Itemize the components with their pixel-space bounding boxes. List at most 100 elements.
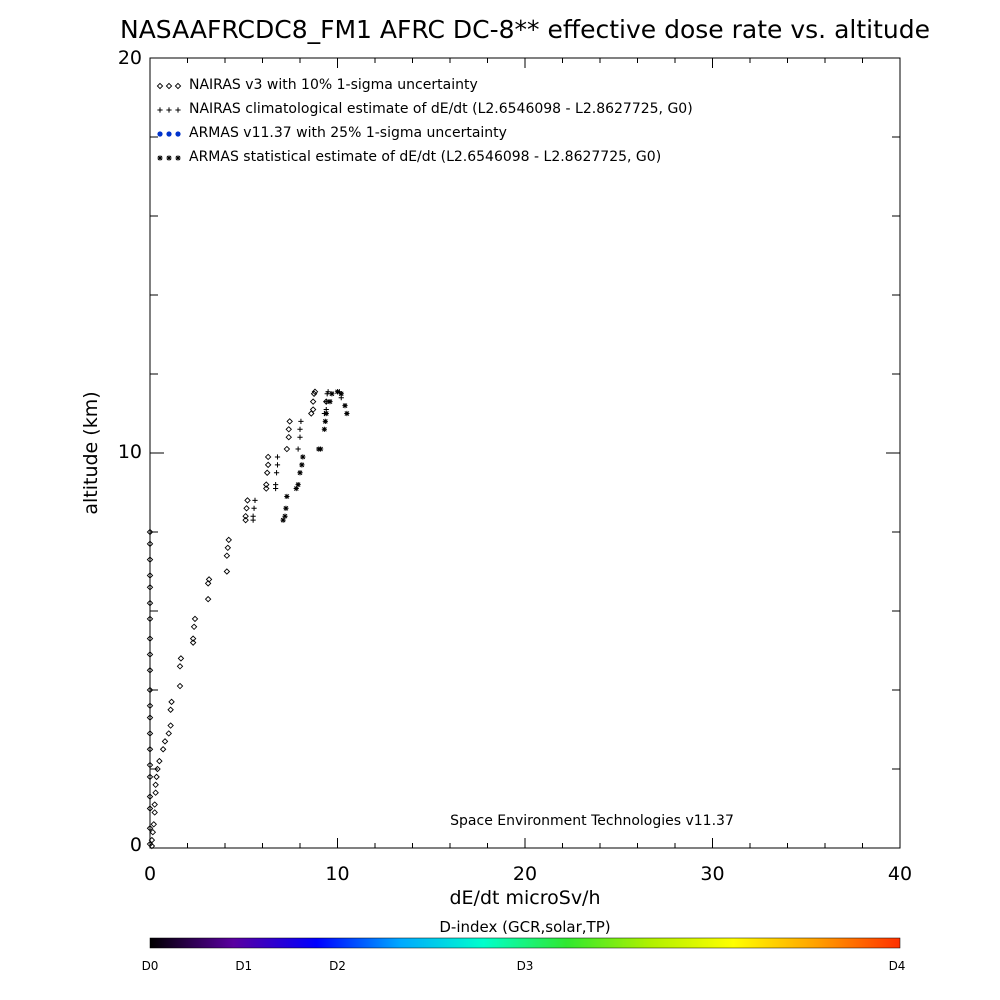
point-diamond <box>146 730 154 737</box>
legend-marker-diamond <box>156 82 164 90</box>
point-diamond <box>242 512 249 520</box>
point-plus <box>274 462 281 468</box>
colorbar-label-d2: D2 <box>329 959 346 973</box>
legend-entry-armas-v11: ARMAS v11.37 with 25% 1-sigma uncertaint… <box>189 125 507 141</box>
y-tick-label-20: 20 <box>118 47 142 69</box>
point-diamond <box>146 793 154 800</box>
x-tick-label-0: 0 <box>144 863 156 885</box>
point-diamond <box>152 789 159 796</box>
point-diamond <box>151 801 158 808</box>
y-axis-label: altitude (km) <box>80 391 102 514</box>
point-plus <box>297 434 303 440</box>
point-plus <box>250 513 256 519</box>
point-diamond <box>146 825 154 832</box>
point-diamond <box>225 536 232 544</box>
legend-marker-asterisk <box>157 155 163 161</box>
point-diamond <box>223 552 231 559</box>
point-diamond <box>242 516 249 524</box>
legend-marker-asterisk <box>166 155 172 161</box>
legend-marker-asterisk <box>175 155 181 161</box>
legend-entry-nairas-climatological: NAIRAS climatological estimate of dE/dt … <box>189 101 693 117</box>
point-diamond <box>152 781 159 789</box>
point-diamond <box>146 584 154 591</box>
point-diamond <box>154 765 161 773</box>
point-diamond <box>263 469 271 476</box>
point-diamond <box>264 453 272 461</box>
colorbar-label-d3: D3 <box>517 959 534 973</box>
point-diamond <box>150 821 157 828</box>
point-diamond <box>146 746 154 753</box>
y-axis-ticks <box>150 57 900 849</box>
point-diamond <box>146 714 154 721</box>
point-diamond <box>191 615 199 623</box>
point-asterisk <box>323 410 329 417</box>
point-asterisk <box>334 389 341 395</box>
legend-marker-dot <box>175 131 181 137</box>
point-asterisk <box>282 513 288 519</box>
point-diamond <box>161 738 169 745</box>
point-asterisk <box>338 391 344 397</box>
point-asterisk <box>322 418 328 424</box>
point-diamond <box>285 433 292 441</box>
point-diamond <box>146 572 154 579</box>
legend-marker-plus <box>175 107 181 113</box>
plot-frame <box>149 57 901 849</box>
x-axis-ticks <box>149 58 901 848</box>
point-asterisk <box>283 505 289 511</box>
point-asterisk <box>295 482 301 488</box>
point-diamond <box>190 623 198 631</box>
point-diamond <box>146 773 154 781</box>
point-diamond <box>146 556 154 563</box>
x-tick-label-20: 20 <box>513 863 537 885</box>
point-plus <box>252 497 258 503</box>
point-diamond <box>309 398 317 405</box>
point-diamond <box>146 667 154 674</box>
point-diamond <box>177 655 185 662</box>
point-diamond <box>243 505 250 512</box>
legend-marker-dot <box>166 131 172 137</box>
point-asterisk <box>329 391 335 397</box>
point-diamond <box>205 576 213 583</box>
point-diamond <box>176 663 184 670</box>
point-asterisk <box>297 470 303 476</box>
y-tick-label-0: 0 <box>130 834 142 856</box>
colorbar <box>149 937 901 949</box>
legend-entry-armas-statistical: ARMAS statistical estimate of dE/dt (L2.… <box>189 149 661 165</box>
legend-marker-dot <box>157 131 163 137</box>
point-asterisk <box>344 410 350 417</box>
point-diamond <box>310 390 318 397</box>
point-diamond <box>146 651 154 658</box>
legend-entry-nairas-v3: NAIRAS v3 with 10% 1-sigma uncertainty <box>189 77 478 93</box>
point-diamond <box>286 418 293 425</box>
legend-marker-diamond <box>174 82 182 90</box>
colorbar-label-d4: D4 <box>889 959 906 973</box>
data-points <box>146 388 350 850</box>
point-asterisk <box>280 517 286 523</box>
point-diamond <box>309 406 317 413</box>
point-diamond <box>149 828 157 836</box>
legend: NAIRAS v3 with 10% 1-sigma uncertainty N… <box>156 77 693 165</box>
point-diamond <box>151 809 158 816</box>
point-diamond <box>311 388 319 396</box>
point-diamond <box>176 682 184 690</box>
point-diamond <box>146 528 154 536</box>
point-diamond <box>156 757 163 765</box>
point-diamond <box>189 639 197 646</box>
point-plus <box>297 426 303 432</box>
chart-title: NASAAFRCDC8_FM1 AFRC DC-8** effective do… <box>120 15 930 44</box>
point-diamond <box>167 722 174 729</box>
point-diamond <box>146 702 154 710</box>
point-diamond <box>165 730 172 737</box>
legend-marker-diamond <box>165 82 173 90</box>
x-axis-label: dE/dt microSv/h <box>449 887 600 909</box>
point-plus <box>273 470 280 476</box>
point-asterisk <box>299 462 305 468</box>
point-diamond <box>204 595 212 603</box>
colorbar-title: D-index (GCR,solar,TP) <box>439 918 610 936</box>
point-diamond <box>146 686 154 694</box>
point-plus <box>273 482 279 488</box>
point-asterisk <box>321 426 327 432</box>
point-diamond <box>148 842 156 850</box>
point-asterisk <box>300 454 306 460</box>
